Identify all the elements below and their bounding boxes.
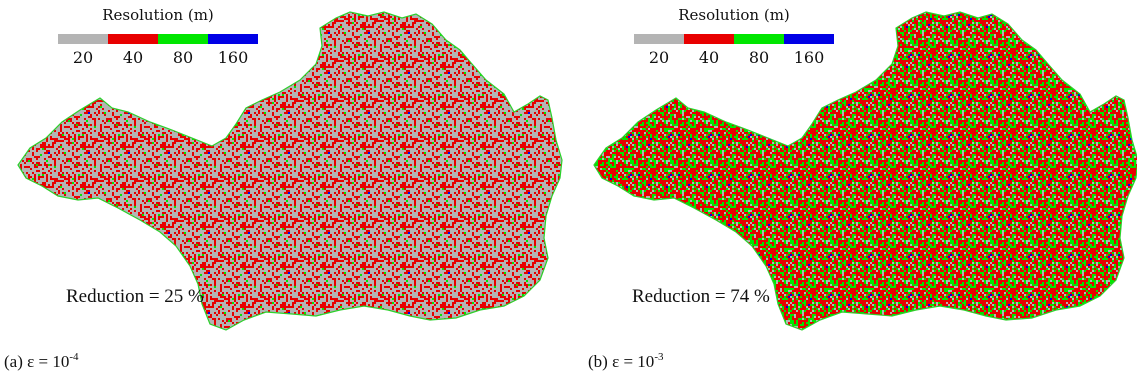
legend-title: Resolution (m) bbox=[102, 6, 214, 24]
legend-color-bar-b bbox=[634, 34, 834, 44]
caption-a-text: (a) ε = 10 bbox=[4, 352, 70, 371]
panel-b: Resolution (m) 20 40 80 160 Reduction = … bbox=[576, 0, 1137, 380]
legend-label-20-b: 20 bbox=[648, 48, 670, 67]
legend-labels-b: 20 40 80 160 bbox=[634, 48, 834, 68]
caption-a-exponent: -4 bbox=[69, 351, 79, 363]
resolution-legend: Resolution (m) 20 40 80 160 bbox=[58, 6, 258, 68]
resolution-legend-b: Resolution (m) 20 40 80 160 bbox=[634, 6, 834, 68]
legend-label-80-b: 80 bbox=[748, 48, 770, 67]
legend-label-160: 160 bbox=[217, 48, 249, 67]
legend-label-80: 80 bbox=[172, 48, 194, 67]
legend-swatch-20-b bbox=[634, 34, 684, 44]
legend-swatch-40-b bbox=[684, 34, 734, 44]
legend-label-40: 40 bbox=[122, 48, 144, 67]
resolution-map-b bbox=[593, 11, 1137, 331]
legend-swatch-80-b bbox=[734, 34, 784, 44]
legend-swatch-20 bbox=[58, 34, 108, 44]
legend-swatch-80 bbox=[158, 34, 208, 44]
caption-b-text: (b) ε = 10 bbox=[588, 352, 655, 371]
legend-label-40-b: 40 bbox=[698, 48, 720, 67]
legend-labels: 20 40 80 160 bbox=[58, 48, 258, 68]
reduction-label-b: Reduction = 74 % bbox=[632, 286, 770, 307]
legend-swatch-160 bbox=[208, 34, 258, 44]
legend-label-20: 20 bbox=[72, 48, 94, 67]
reduction-label-a: Reduction = 25 % bbox=[66, 286, 204, 307]
legend-label-160-b: 160 bbox=[793, 48, 825, 67]
legend-color-bar bbox=[58, 34, 258, 44]
panel-a: Resolution (m) 20 40 80 160 Reduction = … bbox=[0, 0, 568, 380]
legend-swatch-40 bbox=[108, 34, 158, 44]
caption-b-exponent: -3 bbox=[654, 351, 664, 363]
caption-a: (a) ε = 10-4 bbox=[4, 346, 79, 373]
caption-b: (b) ε = 10-3 bbox=[588, 346, 663, 373]
legend-swatch-160-b bbox=[784, 34, 834, 44]
resolution-map-a bbox=[17, 11, 563, 331]
legend-title-b: Resolution (m) bbox=[678, 6, 790, 24]
